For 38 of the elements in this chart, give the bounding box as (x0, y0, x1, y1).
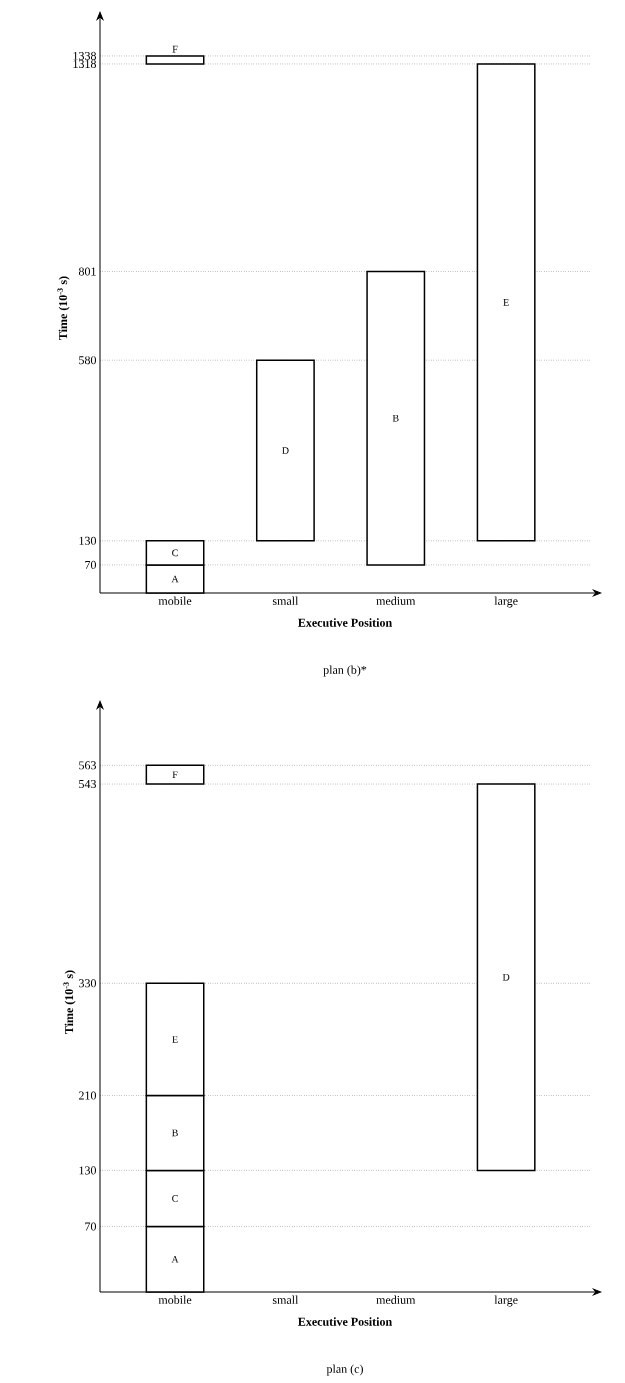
y-tick-label: 543 (79, 780, 96, 789)
series-label: C (172, 1195, 178, 1202)
y-tick-label: 70 (85, 560, 96, 569)
series-label: A (171, 1255, 179, 1263)
series-label: D (282, 447, 289, 454)
text: plan (b)* (323, 665, 367, 677)
x-tick-label: large (494, 1295, 518, 1307)
y-tick-label: 580 (79, 356, 96, 365)
y-tick-label: 801 (78, 267, 96, 276)
y-tick-label: 563 (79, 761, 96, 770)
series-label: D (502, 973, 510, 981)
y-tick-label: 330 (79, 979, 96, 988)
x-axis-title: Executive Position (298, 618, 392, 627)
y-axis-title: Time (10$^{-3}$ s) (57, 276, 70, 340)
x-tick-label: medium (376, 1295, 416, 1304)
y-tick-label: 210 (79, 1091, 96, 1100)
series-label: B (171, 1129, 178, 1137)
text: plan (c) (326, 1364, 363, 1376)
series-label: F (172, 45, 178, 53)
y-tick-label: 130 (79, 536, 96, 545)
y-tick-label: 1338 (73, 51, 96, 60)
series-label: E (172, 1036, 178, 1043)
x-tick-label: small (272, 1295, 299, 1304)
series-label: F (172, 771, 178, 778)
x-axis-title: Executive Position (298, 1317, 392, 1326)
series-label: C (172, 549, 178, 557)
y-tick-label: 1318 (73, 59, 96, 68)
x-tick-label: large (494, 596, 518, 608)
series-label: E (503, 299, 509, 306)
y-axis-title: Time (10$^{-3}$ s) (63, 970, 76, 1034)
series-label: B (392, 414, 399, 422)
x-tick-label: medium (376, 596, 416, 605)
y-tick-label: 70 (85, 1222, 96, 1231)
x-tick-label: mobile (158, 596, 192, 605)
y-tick-label: 130 (79, 1166, 96, 1175)
x-tick-label: mobile (158, 1295, 192, 1304)
x-tick-label: small (272, 596, 299, 605)
series-label: A (171, 575, 179, 583)
